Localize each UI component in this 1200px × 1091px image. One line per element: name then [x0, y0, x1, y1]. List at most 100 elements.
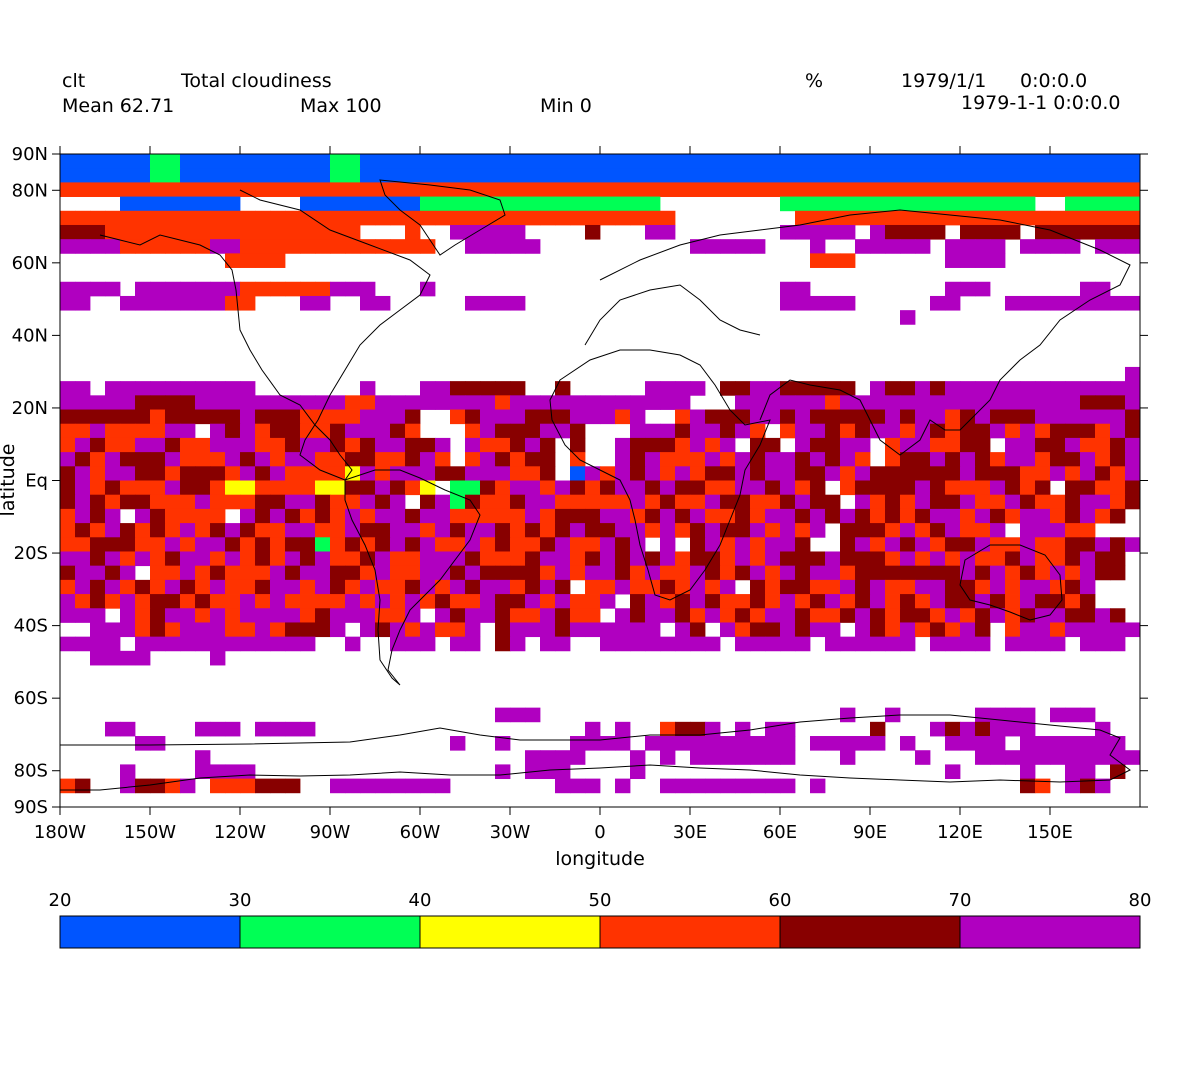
heatmap-cell [975, 423, 991, 439]
heatmap-cell [195, 608, 211, 623]
y-tick-label: 40N [12, 325, 48, 346]
heatmap-cell [945, 409, 961, 425]
heatmap-cell [405, 523, 421, 538]
heatmap-cell [705, 168, 721, 183]
heatmap-cell [1095, 381, 1111, 396]
heatmap-cell [855, 551, 871, 567]
heatmap-cell [915, 381, 931, 396]
heatmap-cell [990, 466, 1006, 481]
heatmap-cell [1110, 381, 1126, 396]
heatmap-cell [165, 494, 181, 510]
variable-name: clt [62, 70, 86, 92]
heatmap-cell [750, 523, 766, 538]
heatmap-cell [705, 466, 721, 481]
heatmap-cell [180, 608, 196, 623]
heatmap-cell [645, 196, 661, 212]
heatmap-cell [270, 452, 286, 467]
heatmap-cell [495, 707, 511, 723]
heatmap-cell [480, 395, 496, 410]
heatmap-cell [1080, 423, 1096, 439]
heatmap-cell [540, 423, 556, 439]
heatmap-cell [405, 537, 421, 552]
heatmap-cell [615, 537, 631, 552]
heatmap-cell [90, 239, 106, 254]
heatmap-cell [1095, 154, 1111, 169]
heatmap-cell [570, 154, 586, 169]
heatmap-cell [315, 452, 331, 467]
heatmap-cell [795, 551, 811, 567]
heatmap-cell [90, 409, 106, 425]
heatmap-cell [120, 551, 136, 567]
heatmap-cell [720, 565, 736, 581]
heatmap-cell [840, 196, 856, 212]
heatmap-cell [930, 295, 946, 311]
heatmap-cell [780, 182, 796, 197]
heatmap-cell [675, 565, 691, 581]
heatmap-cell [270, 281, 286, 297]
y-axis-label: latitude [0, 444, 19, 517]
heatmap-cell [780, 736, 796, 751]
heatmap-cell [705, 537, 721, 552]
heatmap-cell [1065, 210, 1081, 226]
heatmap-cell [1080, 480, 1096, 496]
heatmap-cell [1020, 423, 1036, 439]
heatmap-cell [225, 622, 241, 638]
heatmap-cell [915, 409, 931, 425]
heatmap-cell [210, 239, 226, 254]
heatmap-cell [300, 721, 316, 737]
heatmap-cell [105, 494, 121, 510]
heatmap-cell [840, 409, 856, 425]
heatmap-cell [660, 224, 676, 240]
heatmap-cell [270, 565, 286, 581]
heatmap-cell [555, 196, 571, 212]
heatmap-cell [735, 721, 751, 737]
heatmap-cell [285, 622, 301, 638]
heatmap-cell [360, 537, 376, 552]
heatmap-cell [615, 608, 631, 623]
heatmap-cell [210, 295, 226, 311]
heatmap-cell [345, 281, 361, 297]
heatmap-cell [915, 395, 931, 410]
heatmap-cell [75, 523, 91, 538]
heatmap-cell [405, 565, 421, 581]
heatmap-cell [855, 636, 871, 652]
heatmap-cell [1020, 452, 1036, 467]
heatmap-cell [690, 636, 706, 652]
heatmap-cell [285, 494, 301, 510]
y-tick-label: 90S [14, 797, 48, 818]
heatmap-cell [990, 452, 1006, 467]
heatmap-cell [1005, 154, 1021, 169]
heatmap-cell [975, 466, 991, 481]
heatmap-cell [585, 210, 601, 226]
colorbar-level-label: 30 [229, 890, 252, 911]
heatmap-cell [1050, 154, 1066, 169]
heatmap-cell [420, 239, 436, 254]
heatmap-cell [900, 154, 916, 169]
heatmap-cell [135, 437, 151, 453]
heatmap-cell [60, 494, 76, 510]
heatmap-cell [840, 636, 856, 652]
heatmap-cell [465, 466, 481, 481]
min-label: Min 0 [540, 95, 592, 117]
heatmap-cell [405, 224, 421, 240]
heatmap-cell [855, 523, 871, 538]
heatmap-cell [840, 182, 856, 197]
heatmap-cell [1035, 224, 1051, 240]
x-tick-label: 120E [937, 822, 983, 843]
heatmap-cell [795, 196, 811, 212]
heatmap-cell [285, 480, 301, 496]
heatmap-cell [810, 253, 826, 268]
heatmap-cell [1035, 423, 1051, 439]
heatmap-cell [210, 395, 226, 410]
heatmap-cell [90, 423, 106, 439]
heatmap-cell [1080, 196, 1096, 212]
heatmap-cell [1095, 281, 1111, 297]
heatmap-cell [885, 182, 901, 197]
heatmap-cell [840, 537, 856, 552]
heatmap-cell [795, 154, 811, 169]
heatmap-cell [540, 622, 556, 638]
heatmap-cell [195, 636, 211, 652]
heatmap-cell [900, 196, 916, 212]
heatmap-cell [690, 409, 706, 425]
heatmap-cell [825, 196, 841, 212]
